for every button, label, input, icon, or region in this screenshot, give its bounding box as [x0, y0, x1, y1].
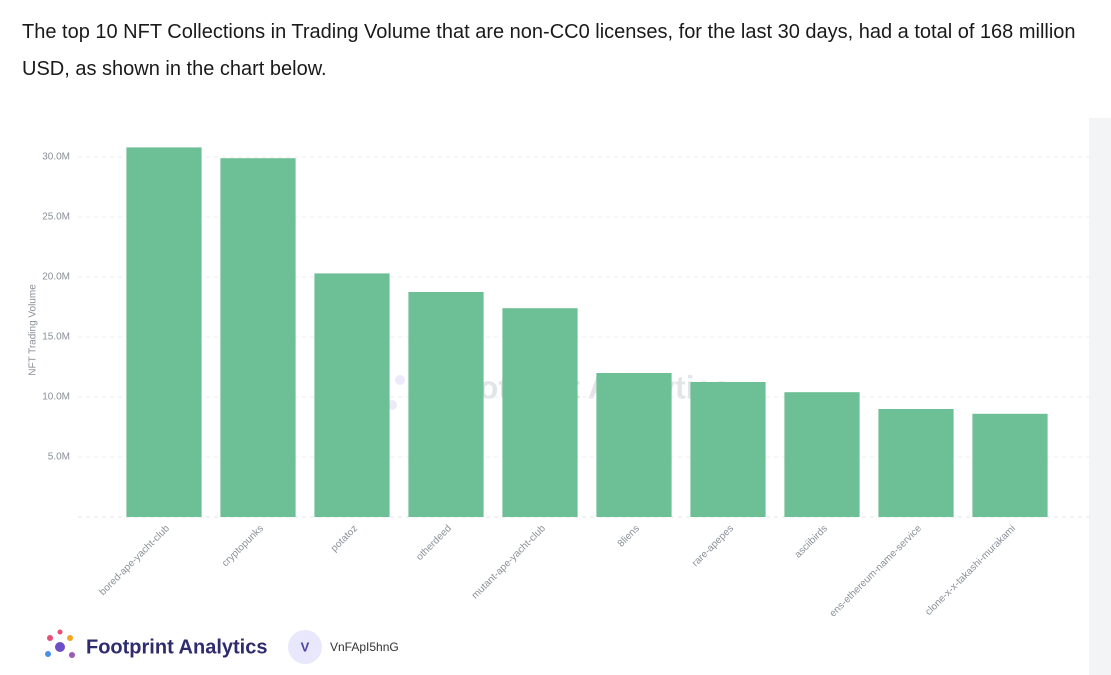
bar: [126, 147, 202, 517]
y-tick-label: 20.0M: [42, 272, 70, 283]
bar: [972, 413, 1048, 517]
bar: [502, 308, 578, 517]
brand-name: Footprint Analytics: [86, 636, 267, 658]
footer: Footprint Analytics V VnFApI5hnG: [45, 629, 399, 664]
y-tick-label: 30.0M: [42, 152, 70, 163]
x-tick-label: otherdeed: [414, 523, 454, 563]
bar: [878, 409, 954, 517]
scrollbar: [1089, 118, 1111, 675]
bar: [220, 158, 296, 517]
watermark: Footprint Analytics: [440, 369, 730, 405]
bar: [314, 273, 390, 517]
y-tick-label: 25.0M: [42, 212, 70, 223]
x-tick-label: 8liens: [616, 523, 642, 549]
bar: [596, 373, 672, 517]
brand-logo: [45, 629, 75, 658]
user-name: VnFApI5hnG: [330, 640, 399, 654]
bar: [784, 392, 860, 517]
x-tick-label: mutant-ape-yacht-club: [470, 523, 548, 601]
x-tick-label: rare-apepes: [690, 523, 736, 569]
x-tick-label: bored-ape-yacht-club: [97, 523, 172, 598]
x-tick-label: potatoz: [329, 523, 360, 554]
avatar: [288, 630, 322, 664]
x-tick-label: ens-ethereum-name-service: [828, 523, 925, 620]
bar: [408, 292, 484, 517]
x-tick-label: cryptopunks: [220, 523, 266, 569]
x-tick-label: asciibirds: [793, 523, 830, 560]
bar: [690, 382, 766, 517]
y-tick-label: 15.0M: [42, 332, 70, 343]
y-tick-label: 5.0M: [48, 452, 70, 463]
avatar-initial: V: [301, 639, 310, 654]
y-tick-label: 10.0M: [42, 392, 70, 403]
intro-text: The top 10 NFT Collections in Trading Vo…: [22, 21, 1076, 80]
y-axis-label: NFT Trading Volume: [28, 284, 39, 376]
x-tick-label: clone-x-x-takashi-murakami: [923, 523, 1018, 618]
